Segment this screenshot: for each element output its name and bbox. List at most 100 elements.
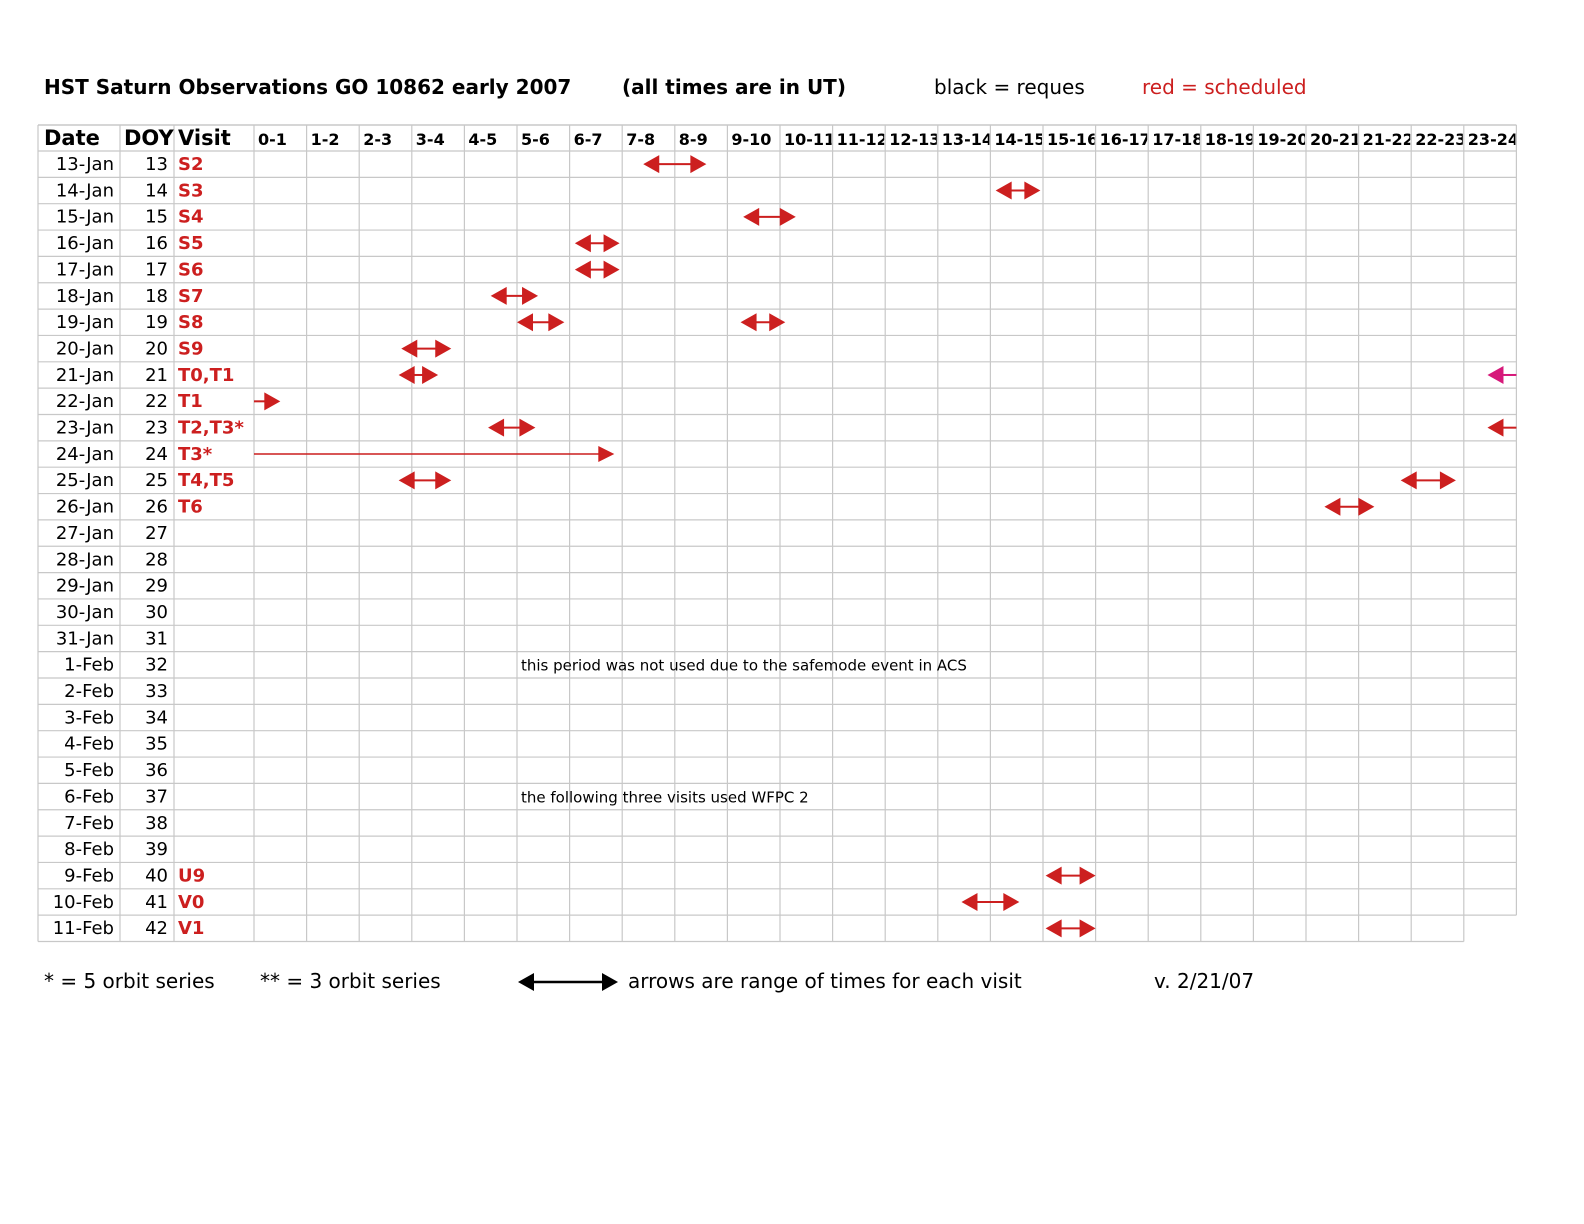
visit-arrow	[398, 471, 452, 490]
visit-arrow	[574, 260, 620, 279]
row-doy: 17	[145, 259, 168, 280]
row-date: 6-Feb	[64, 786, 114, 807]
header-hour: 14-15	[994, 130, 1045, 149]
row-doy: 21	[145, 365, 168, 386]
row-date: 22-Jan	[56, 391, 114, 412]
row-date: 15-Jan	[56, 207, 114, 228]
visit-arrow	[740, 313, 786, 332]
row-date: 29-Jan	[56, 576, 114, 597]
row-date: 18-Jan	[56, 286, 114, 307]
row-date: 24-Jan	[56, 444, 114, 465]
visit-arrow	[995, 181, 1041, 200]
row-date: 13-Jan	[56, 154, 114, 175]
header-hour: 9-10	[731, 130, 771, 149]
header-hour: 12-13	[889, 130, 940, 149]
row-date: 10-Feb	[53, 892, 114, 913]
visit-arrow	[1400, 471, 1456, 490]
header-hour: 23-24	[1468, 130, 1519, 149]
row-doy: 26	[145, 497, 168, 518]
visit-arrow	[1324, 497, 1375, 516]
row-doy: 24	[145, 444, 168, 465]
row-doy: 13	[145, 154, 168, 175]
footer-orbit3: ** = 3 orbit series	[260, 969, 441, 993]
row-doy: 30	[145, 602, 168, 623]
header-hour: 16-17	[1100, 130, 1151, 149]
row-visit: T3*	[178, 444, 213, 465]
visit-arrow	[517, 313, 565, 332]
header-hour: 11-12	[837, 130, 888, 149]
footer-orbit5: * = 5 orbit series	[44, 969, 215, 993]
header-hour: 20-21	[1310, 130, 1361, 149]
row-doy: 15	[145, 207, 168, 228]
row-visit: T6	[178, 497, 203, 518]
header-hour: 10-11	[784, 130, 835, 149]
header-hour: 8-9	[679, 130, 708, 149]
row-doy: 29	[145, 576, 168, 597]
row-doy: 25	[145, 470, 168, 491]
row-date: 30-Jan	[56, 602, 114, 623]
schedule-grid: Date DOY Visit 0-1 1-2 2-3 3-4 4-5 5-6 6-7 7-8 8-9 9…	[37, 124, 1519, 943]
footer-version: v. 2/21/07	[1154, 969, 1255, 993]
footer-arrow-caption: arrows are range of times for each visit	[628, 969, 1022, 993]
visit-arrow	[254, 446, 615, 463]
header-hour: 2-3	[363, 130, 392, 149]
row-date: 1-Feb	[64, 655, 114, 676]
row-visit: T4,T5	[178, 470, 234, 491]
visit-arrow	[488, 418, 536, 437]
row-note: the following three visits used WFPC 2	[521, 788, 809, 806]
header-hour: 22-23	[1415, 130, 1466, 149]
row-date: 11-Feb	[53, 918, 114, 939]
visit-arrow	[574, 234, 620, 253]
visit-arrow	[1487, 418, 1517, 437]
page-title: HST Saturn Observations GO 10862 early 2…	[44, 75, 572, 99]
visit-arrow	[490, 286, 539, 305]
visit-arrow	[401, 339, 452, 358]
page-subtitle: (all times are in UT)	[622, 75, 846, 99]
row-doy: 27	[145, 523, 168, 544]
row-visit: S4	[178, 207, 204, 228]
row-visit: S5	[178, 233, 204, 254]
row-date: 2-Feb	[64, 681, 114, 702]
row-doy: 19	[145, 312, 168, 333]
row-visit: T2,T3*	[178, 418, 244, 439]
row-date: 17-Jan	[56, 259, 114, 280]
visit-arrow	[254, 392, 281, 411]
header-date: Date	[44, 126, 100, 150]
row-date: 9-Feb	[64, 865, 114, 886]
visit-arrow	[1045, 919, 1096, 938]
row-doy: 20	[145, 338, 168, 359]
row-date: 26-Jan	[56, 497, 114, 518]
row-date: 8-Feb	[64, 839, 114, 860]
visit-arrow	[398, 365, 439, 384]
row-date: 19-Jan	[56, 312, 114, 333]
row-visit: T0,T1	[178, 365, 234, 386]
row-date: 28-Jan	[56, 549, 114, 570]
row-doy: 34	[145, 707, 168, 728]
header-hour: 4-5	[468, 130, 497, 149]
row-date: 23-Jan	[56, 418, 114, 439]
row-visit: S6	[178, 259, 204, 280]
visit-arrow	[1487, 365, 1517, 384]
row-doy: 31	[145, 628, 168, 649]
header-doy: DOY	[124, 126, 175, 150]
visit-arrow	[743, 207, 796, 226]
header-hour: 19-20	[1257, 130, 1308, 149]
header-hour: 7-8	[626, 130, 655, 149]
row-visit: S9	[178, 338, 204, 359]
header-hour: 1-2	[311, 130, 340, 149]
row-doy: 28	[145, 549, 168, 570]
row-date: 4-Feb	[64, 734, 114, 755]
header-hour: 15-16	[1047, 130, 1098, 149]
header-hour: 3-4	[416, 130, 445, 149]
row-visit: T1	[178, 391, 203, 412]
row-visit: S7	[178, 286, 204, 307]
row-doy: 14	[145, 180, 168, 201]
row-doy: 33	[145, 681, 168, 702]
row-doy: 22	[145, 391, 168, 412]
row-visit: V1	[178, 918, 204, 939]
row-doy: 41	[145, 892, 168, 913]
row-visit: S8	[178, 312, 204, 333]
row-doy: 35	[145, 734, 168, 755]
row-doy: 18	[145, 286, 168, 307]
row-date: 14-Jan	[56, 180, 114, 201]
